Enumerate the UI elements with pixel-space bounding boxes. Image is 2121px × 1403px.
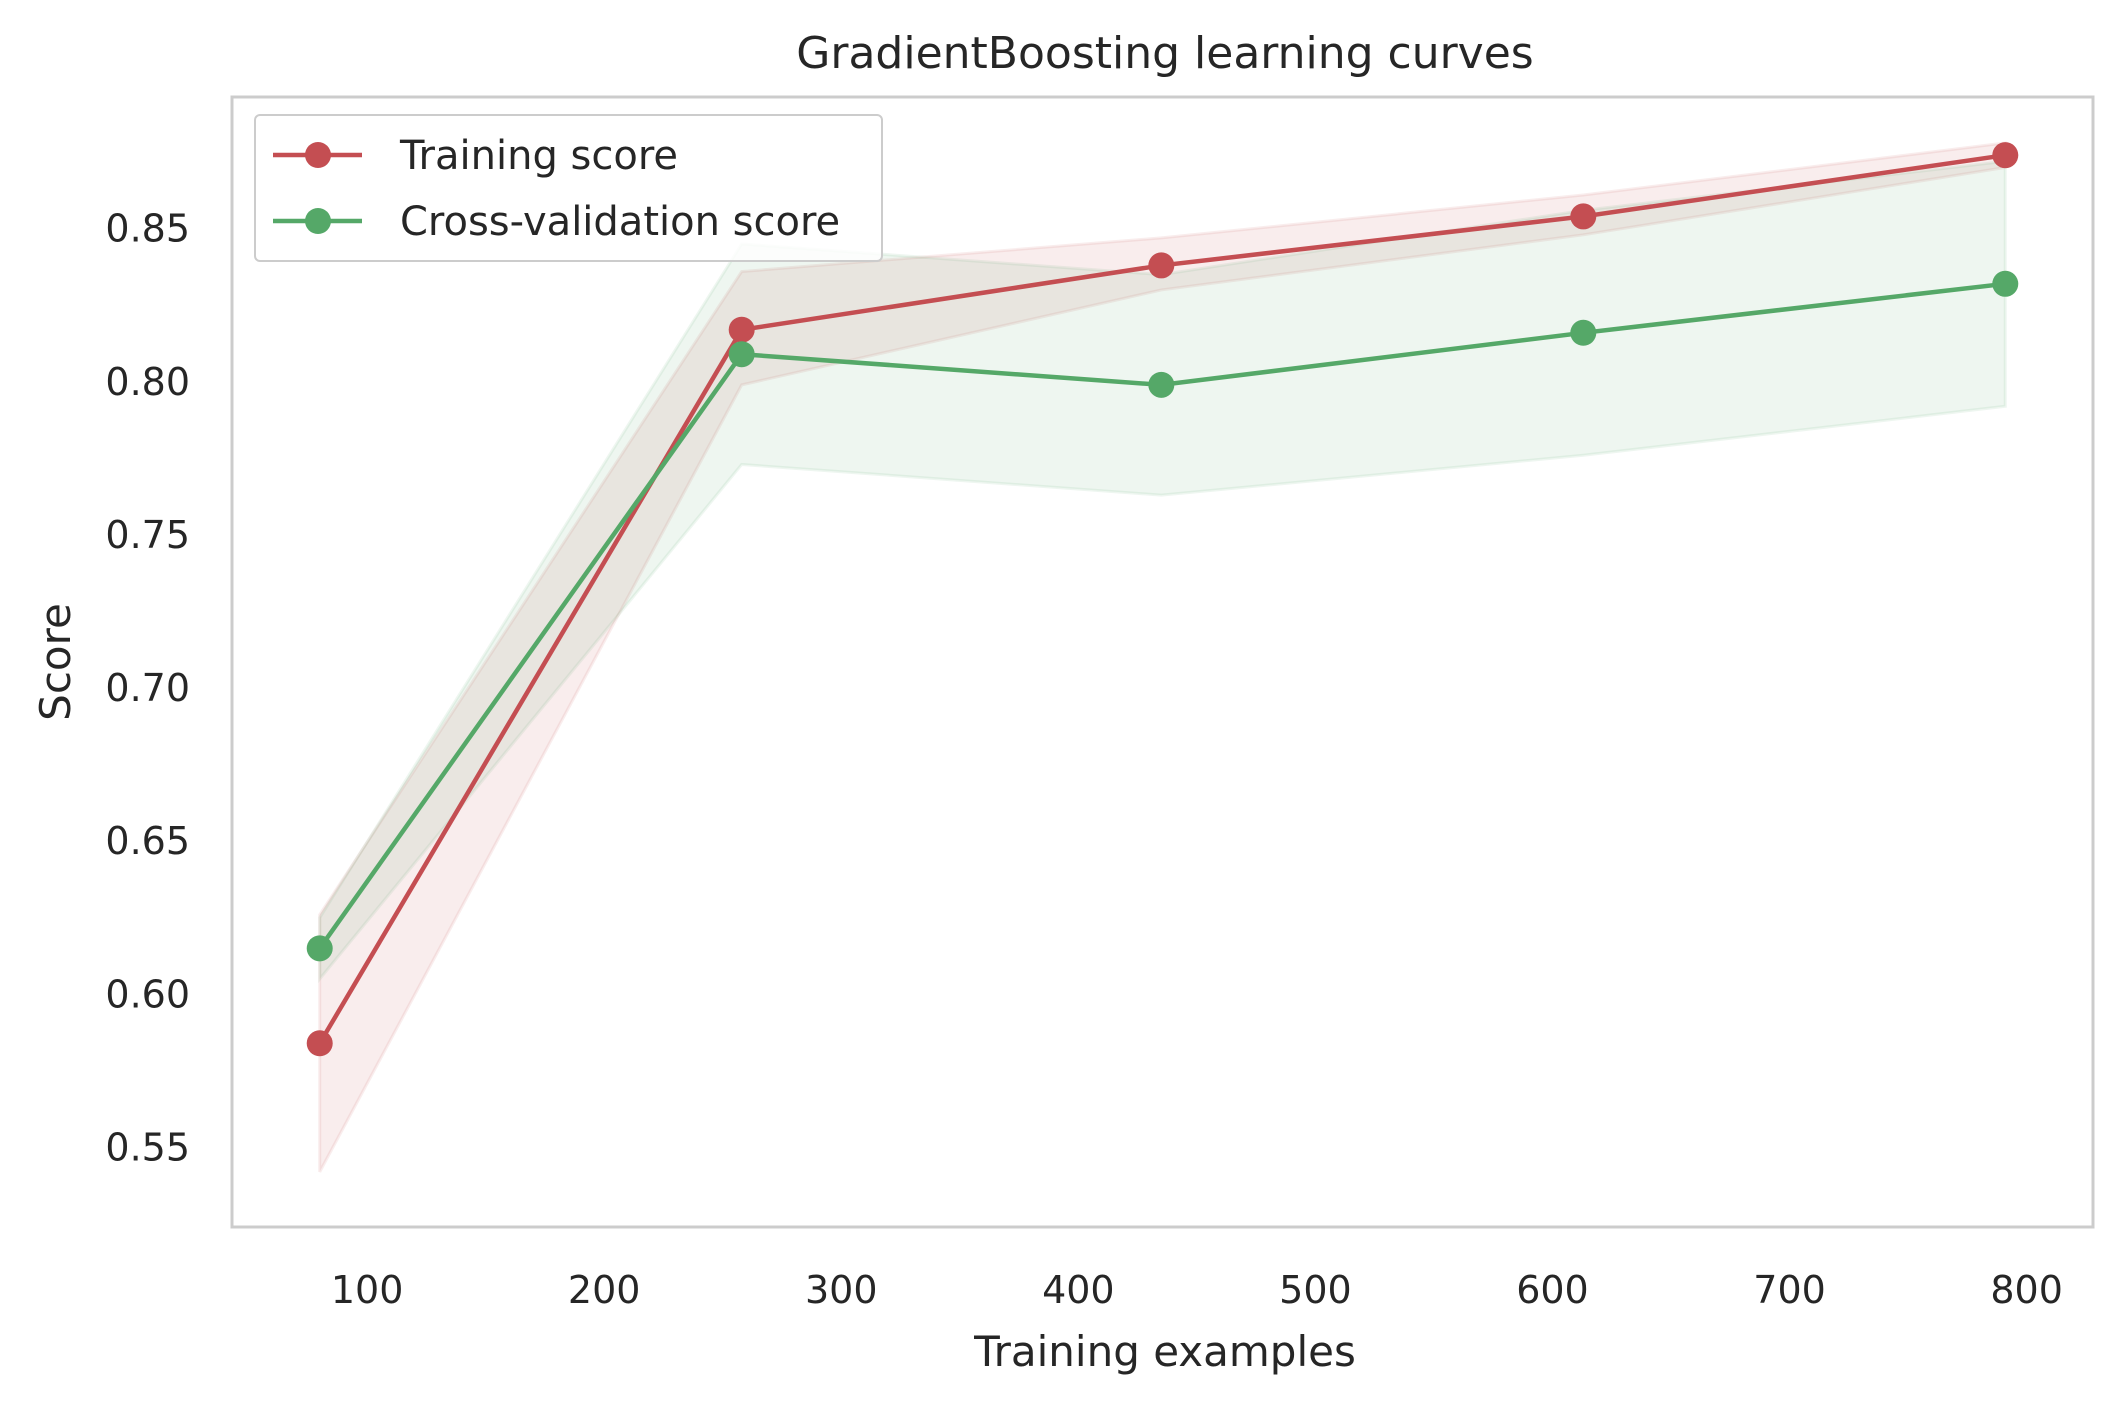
legend-label-training: Training score	[399, 133, 678, 179]
point-training	[1148, 252, 1175, 279]
x-tick-label: 100	[331, 1268, 404, 1312]
x-tick-label: 500	[1279, 1268, 1352, 1312]
y-tick-label: 0.80	[105, 360, 190, 404]
legend-marker-cv	[305, 208, 331, 234]
legend-marker-training	[305, 142, 331, 168]
plot-frame	[230, 95, 2095, 1229]
point-cv	[1148, 371, 1175, 398]
y-tick-label: 0.60	[105, 972, 190, 1016]
legend-label-cv: Cross-validation score	[400, 199, 840, 245]
x-tick-label: 800	[1990, 1268, 2063, 1312]
y-tick-label: 0.55	[105, 1125, 190, 1169]
y-tick-label: 0.85	[105, 207, 190, 251]
x-tick-label: 400	[1042, 1268, 1115, 1312]
legend-box	[254, 114, 883, 262]
x-tick-label: 600	[1516, 1268, 1589, 1312]
x-axis-ticks: 100 200 300 400 500 600 700 800	[331, 1268, 2063, 1312]
point-cv	[1992, 270, 2019, 297]
plot-area	[306, 141, 2019, 1173]
point-training	[1570, 203, 1597, 230]
point-training	[306, 1030, 333, 1057]
point-cv	[306, 935, 333, 962]
x-tick-label: 700	[1753, 1268, 1826, 1312]
point-cv	[728, 341, 755, 368]
x-axis-label: Training examples	[973, 1327, 1356, 1376]
y-tick-label: 0.75	[105, 513, 190, 557]
chart-title: GradientBoosting learning curves	[796, 28, 1533, 79]
x-tick-label: 300	[805, 1268, 878, 1312]
point-training	[1992, 142, 2019, 169]
legend: Training score Cross-validation score	[254, 114, 883, 262]
y-axis-label: Score	[31, 603, 80, 721]
y-tick-label: 0.65	[105, 819, 190, 863]
y-axis-ticks: 0.55 0.60 0.65 0.70 0.75 0.80 0.85	[105, 207, 190, 1170]
x-tick-label: 200	[568, 1268, 641, 1312]
point-cv	[1570, 319, 1597, 346]
point-training	[728, 316, 755, 343]
y-tick-label: 0.70	[105, 666, 190, 710]
